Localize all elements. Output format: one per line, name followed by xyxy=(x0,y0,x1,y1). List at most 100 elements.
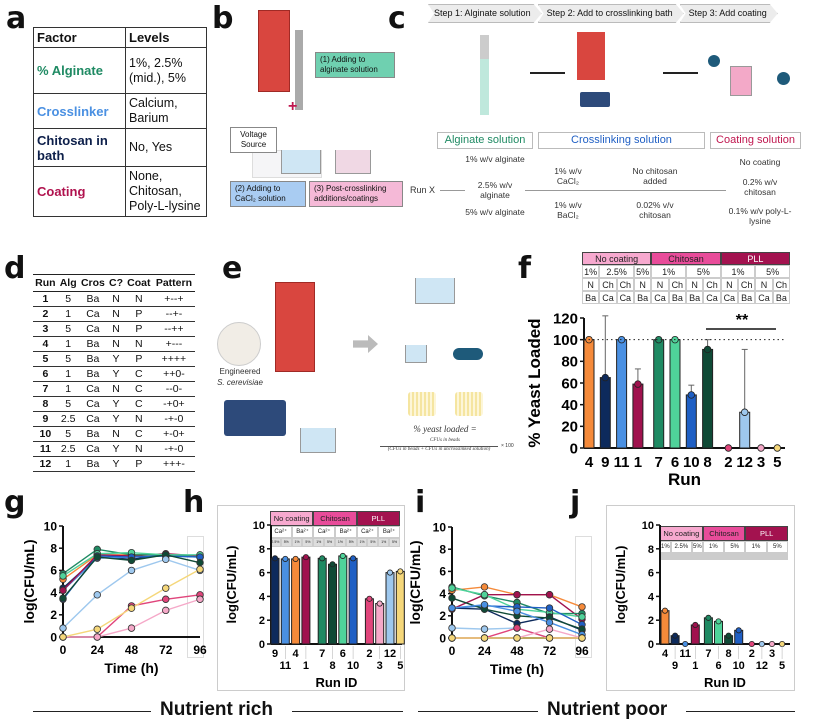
panel-label-e: e xyxy=(222,251,243,286)
i-y-axis-title: log(CFU/mL) xyxy=(407,541,423,625)
factor-chitosan: Chitosan in bath xyxy=(33,128,126,167)
run-design-table: Run Alg Cros C? Coat Pattern 1 5 Ba N N +--+ 2 1 Ca N P -… xyxy=(33,274,195,472)
table-cell: P xyxy=(124,306,153,322)
header-cell: 5% xyxy=(766,541,788,553)
header-cell: 1% xyxy=(702,541,724,553)
plus-sign: + xyxy=(288,98,298,115)
syringe-pump-icon xyxy=(258,10,290,92)
j-x-tick-label: 1 xyxy=(692,660,698,672)
panel-label-g: g xyxy=(4,485,26,520)
f-x-tick-label: 6 xyxy=(671,454,679,471)
j-x-tick-label: 6 xyxy=(715,660,721,672)
table-cell: N xyxy=(107,321,125,337)
j-point-run-2 xyxy=(748,640,755,648)
header-cell: Ba xyxy=(634,291,652,304)
coating-pll: 0.1% w/v poly-L-lysine xyxy=(726,206,794,226)
j-point-run-3 xyxy=(768,640,776,648)
table-cell: 2.5 xyxy=(57,441,79,457)
panel-h-header: No coating Chitosan PLL Ca²⁺ Ba²⁺ Ca²⁺ Ba²⁺ Ca²… xyxy=(270,511,400,547)
f-y-tick-label: 0 xyxy=(570,440,578,457)
g-point-run-5 xyxy=(162,584,170,592)
table-cell: 1 xyxy=(57,306,79,322)
j-x-tick-label: 9 xyxy=(672,660,678,672)
f-y-tick-label: 40 xyxy=(561,397,578,414)
panel-label-d: d xyxy=(4,251,26,286)
tree-connector xyxy=(440,190,738,191)
table-row: 1 5 Ba N N +--+ xyxy=(33,291,195,307)
i-y-tick-label: 6 xyxy=(439,565,446,579)
h-bar-run-9 xyxy=(270,557,280,645)
i-point-run-1 xyxy=(545,591,554,599)
table-cell: +--+ xyxy=(152,291,195,307)
crosslinker-bacl2: 1% w/v BaCl₂ xyxy=(546,200,590,220)
j-y-tick-label: 0 xyxy=(648,639,654,651)
levels-coating: None, Chitosan, Poly-L-lysine xyxy=(125,166,207,217)
f-y-tick-label: 80 xyxy=(561,354,578,371)
beaker-icon xyxy=(415,278,455,304)
table-cell: 5 xyxy=(57,351,79,367)
table-cell: 1 xyxy=(33,291,58,307)
i-x-tick-label: 96 xyxy=(575,644,589,658)
alginate-2-5pct: 2.5% w/v alginate xyxy=(465,180,525,200)
levels-chitosan: No, Yes xyxy=(125,128,207,167)
i-point-run-2 xyxy=(513,624,521,632)
g-point-run-1 xyxy=(59,586,67,595)
yeast-label: Engineered xyxy=(219,367,261,376)
h-point-run-5 xyxy=(397,568,404,575)
header-cell: Ba²⁺ xyxy=(334,526,357,538)
j-x-tick-label: 4 xyxy=(662,648,669,660)
header-cell: N xyxy=(686,278,704,291)
f-x-axis-title: Run xyxy=(668,470,701,489)
table-cell: 11 xyxy=(33,441,58,457)
g-point-run-12 xyxy=(93,591,101,599)
category-alginate: Alginate solution xyxy=(437,132,533,149)
category-coating: Coating solution xyxy=(710,132,801,149)
f-x-tick-label: 3 xyxy=(757,454,765,471)
coating-chitosan: 0.2% w/v chitosan xyxy=(726,177,794,197)
table-cell: Ca xyxy=(78,441,108,457)
g-point-run-12 xyxy=(162,555,170,563)
table-cell: -+0+ xyxy=(152,396,195,412)
g-point-run-5 xyxy=(93,625,101,633)
chitosan-0-02pct: 0.02% v/v chitosan xyxy=(622,200,688,220)
header-cell: Ca xyxy=(720,291,738,304)
panel-j-frame xyxy=(606,505,795,691)
coating-beaker-icon xyxy=(730,66,752,96)
header-cell: Ch xyxy=(616,278,634,291)
f-point-run-10 xyxy=(687,391,695,399)
g-point-run-3 xyxy=(196,595,204,603)
g-point-run-5 xyxy=(196,565,204,573)
column-header: C? xyxy=(107,274,125,292)
header-cell: 5% xyxy=(324,538,335,547)
header-levels: Levels xyxy=(125,27,207,48)
formula-numerator: CFUs in beads xyxy=(430,438,460,443)
table-cell: N xyxy=(124,291,153,307)
table-cell: -+-0 xyxy=(152,411,195,427)
header-cell: N xyxy=(582,278,600,291)
header-cell: PLL xyxy=(356,511,400,526)
g-y-axis-title: log(CFU/mL) xyxy=(21,540,37,624)
table-cell: 5 xyxy=(57,291,79,307)
table-row: 4 1 Ba N N +--- xyxy=(33,336,195,352)
header-cell-blank xyxy=(681,553,692,560)
plate-icon xyxy=(455,392,483,416)
table-cell: N xyxy=(124,336,153,352)
header-cell: 1% xyxy=(291,538,303,547)
table-cell: 6 xyxy=(33,366,58,382)
header-cell: Ch xyxy=(738,278,756,291)
header-cell-blank xyxy=(670,553,682,560)
header-cell: 5% xyxy=(634,265,652,278)
g-x-tick-label: 96 xyxy=(193,643,207,657)
j-x-tick-label: 3 xyxy=(769,648,775,660)
g-point-run-3 xyxy=(162,606,170,615)
table-cell: N xyxy=(124,411,153,427)
panel-label-b: b xyxy=(212,1,234,36)
j-y-tick-label: 2 xyxy=(648,615,654,627)
table-cell: 2 xyxy=(33,306,58,322)
g-x-tick-label: 72 xyxy=(159,643,173,657)
header-cell: Ca xyxy=(616,291,634,304)
table-cell: Ba xyxy=(78,336,108,352)
h-x-tick-label: 10 xyxy=(347,660,359,672)
h-y-tick-label: 10 xyxy=(253,520,265,532)
